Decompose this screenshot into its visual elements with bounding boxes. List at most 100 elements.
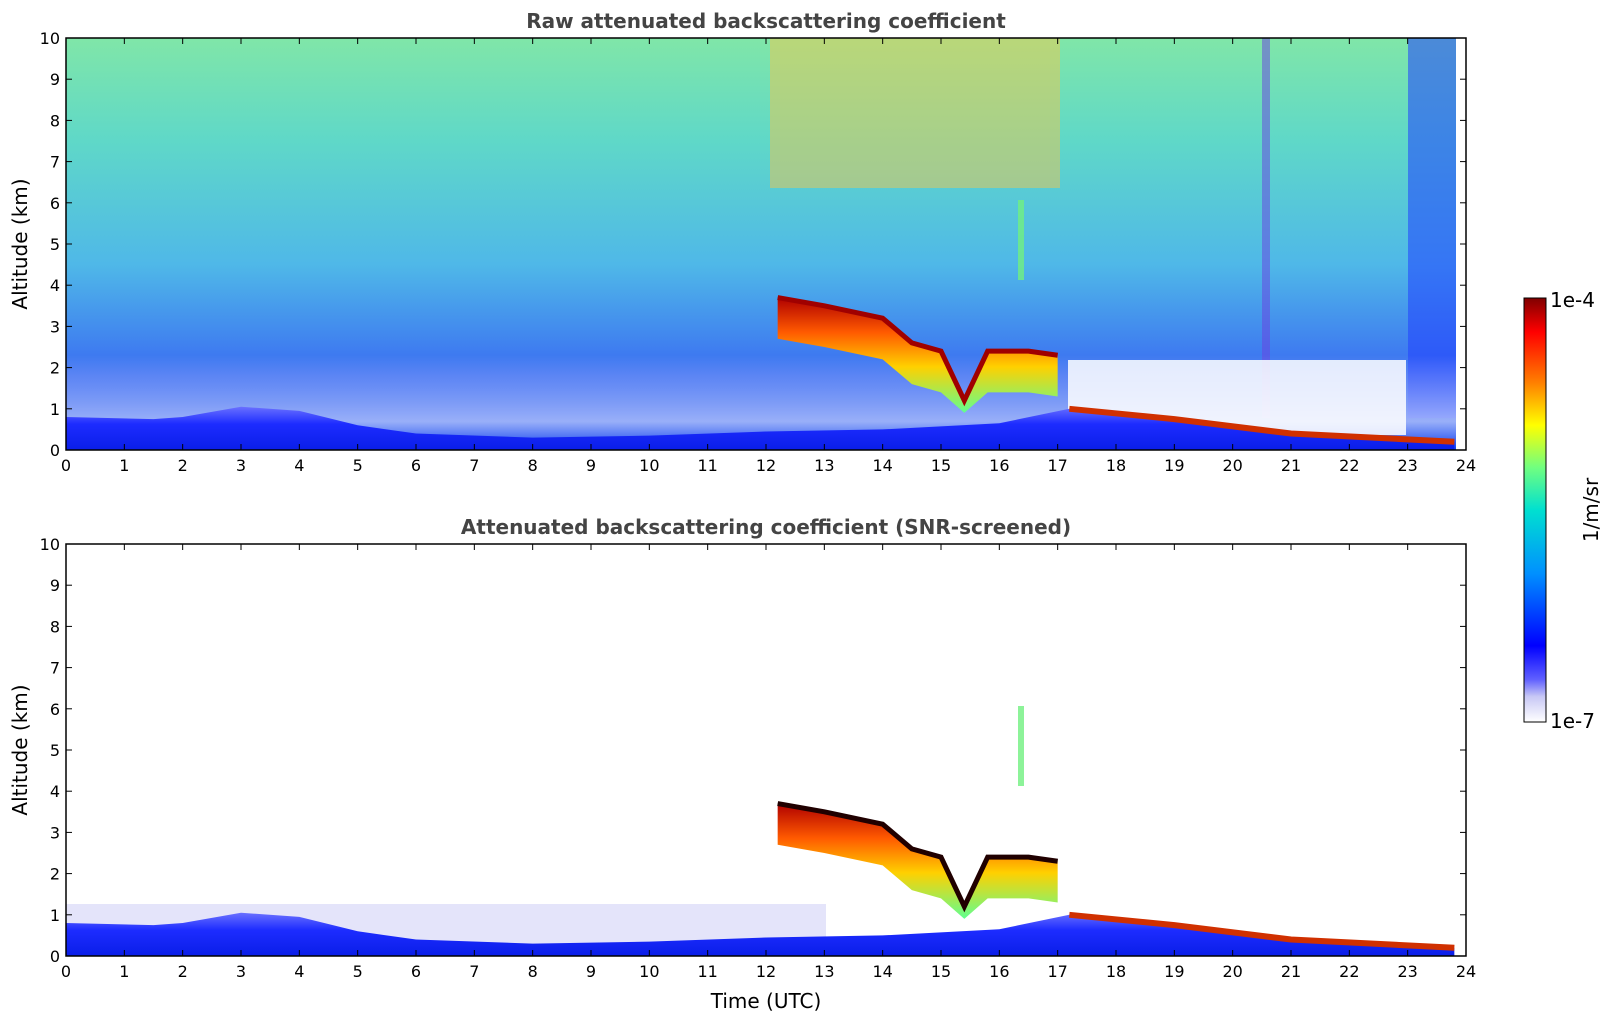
x-tick-label: 15 xyxy=(931,456,951,475)
panel1-cloud-top xyxy=(777,295,1059,407)
panel1-boundary-layer xyxy=(66,406,1455,450)
x-tick-label: 6 xyxy=(411,456,421,475)
y-tick-label: 0 xyxy=(50,441,60,460)
x-tick-label: 8 xyxy=(528,456,538,475)
x-tick-label: 8 xyxy=(528,962,538,981)
x-tick-label: 14 xyxy=(872,456,892,475)
y-tick-label: 6 xyxy=(50,700,60,719)
x-tick-label: 14 xyxy=(872,962,892,981)
panel1-cirrus xyxy=(1018,200,1024,280)
panel1-plot-area xyxy=(66,38,1466,450)
colorbar-min-label: 1e-7 xyxy=(1550,709,1595,733)
colorbar-max-label: 1e-4 xyxy=(1550,288,1595,312)
y-tick-label: 1 xyxy=(50,400,60,419)
x-tick-label: 6 xyxy=(411,962,421,981)
y-tick-label: 8 xyxy=(50,111,60,130)
x-tick-label: 5 xyxy=(353,962,363,981)
panel1-y-axis-label: Altitude (km) xyxy=(8,178,32,309)
raw-backscatter-panel: Raw attenuated backscattering coefficien… xyxy=(8,9,1476,475)
y-tick-label: 2 xyxy=(50,865,60,884)
panel2-background xyxy=(66,544,1466,956)
x-tick-label: 24 xyxy=(1456,962,1476,981)
x-tick-label: 21 xyxy=(1281,962,1301,981)
x-tick-label: 2 xyxy=(178,962,188,981)
y-tick-label: 8 xyxy=(50,617,60,636)
panel1-x-ticks: 0 1 2 3 4 5 6 7 8 9 10 11 12 13 14 15 16 17 18 19 20 21 22 23 24 xyxy=(61,38,1476,475)
x-tick-label: 13 xyxy=(814,456,834,475)
panel2-boundary-layer xyxy=(66,912,1455,956)
x-tick-label: 1 xyxy=(119,456,129,475)
panel2-cloud-band xyxy=(777,803,1058,919)
y-tick-label: 4 xyxy=(50,276,60,295)
y-tick-label: 10 xyxy=(40,535,60,554)
x-tick-label: 10 xyxy=(639,456,659,475)
y-tick-label: 3 xyxy=(50,317,60,336)
panel2-y-axis-label: Altitude (km) xyxy=(8,684,32,815)
panel2-plot-area xyxy=(66,544,1466,956)
colorbar-unit-label: 1/m/sr xyxy=(1579,477,1603,542)
x-tick-label: 21 xyxy=(1281,456,1301,475)
x-tick-label: 23 xyxy=(1397,962,1417,981)
x-tick-label: 10 xyxy=(639,962,659,981)
x-tick-label: 16 xyxy=(989,962,1009,981)
x-tick-label: 15 xyxy=(931,962,951,981)
x-tick-label: 23 xyxy=(1397,456,1417,475)
x-tick-label: 20 xyxy=(1222,456,1242,475)
y-tick-label: 7 xyxy=(50,153,60,172)
x-tick-label: 5 xyxy=(353,456,363,475)
y-tick-label: 3 xyxy=(50,823,60,842)
panel2-cirrus xyxy=(1018,706,1024,786)
x-tick-label: 17 xyxy=(1047,456,1067,475)
y-tick-label: 9 xyxy=(50,576,60,595)
panel1-title: Raw attenuated backscattering coefficien… xyxy=(526,9,1006,33)
x-tick-label: 11 xyxy=(697,962,717,981)
x-tick-label: 16 xyxy=(989,456,1009,475)
y-tick-label: 1 xyxy=(50,906,60,925)
panel1-y-ticks: 0 1 2 3 4 5 6 7 8 9 10 xyxy=(40,29,1466,460)
x-tick-label: 7 xyxy=(469,456,479,475)
x-tick-label: 19 xyxy=(1164,456,1184,475)
x-tick-label: 3 xyxy=(236,456,246,475)
panel2-y-ticks: 0 1 2 3 4 5 6 7 8 9 10 xyxy=(40,535,1466,966)
x-tick-label: 9 xyxy=(586,962,596,981)
panel1-noise-stripe xyxy=(1262,38,1270,418)
y-tick-label: 6 xyxy=(50,194,60,213)
x-tick-label: 18 xyxy=(1106,456,1126,475)
x-tick-label: 24 xyxy=(1456,456,1476,475)
x-tick-label: 12 xyxy=(756,962,776,981)
x-tick-label: 0 xyxy=(61,456,71,475)
x-tick-label: 13 xyxy=(814,962,834,981)
panel2-title: Attenuated backscattering coefficient (S… xyxy=(461,515,1071,539)
x-tick-label: 1 xyxy=(119,962,129,981)
snr-screened-panel: Attenuated backscattering coefficient (S… xyxy=(8,515,1476,1013)
panel2-surface-layer xyxy=(1069,911,1455,951)
x-tick-label: 9 xyxy=(586,456,596,475)
y-tick-label: 5 xyxy=(50,235,60,254)
x-axis-label: Time (UTC) xyxy=(710,989,822,1013)
y-tick-label: 2 xyxy=(50,359,60,378)
x-tick-label: 19 xyxy=(1164,962,1184,981)
x-tick-label: 3 xyxy=(236,962,246,981)
panel1-noise-end-region xyxy=(1408,38,1456,418)
colorbar-gradient xyxy=(1523,297,1547,723)
y-tick-label: 10 xyxy=(40,29,60,48)
x-tick-label: 22 xyxy=(1339,962,1359,981)
y-tick-label: 0 xyxy=(50,947,60,966)
y-tick-label: 7 xyxy=(50,659,60,678)
x-tick-label: 22 xyxy=(1339,456,1359,475)
x-tick-label: 4 xyxy=(294,456,304,475)
x-tick-label: 18 xyxy=(1106,962,1126,981)
x-tick-label: 20 xyxy=(1222,962,1242,981)
y-tick-label: 9 xyxy=(50,70,60,89)
panel1-cloud-band xyxy=(777,297,1058,413)
x-tick-label: 11 xyxy=(697,456,717,475)
x-tick-label: 4 xyxy=(294,962,304,981)
panel1-warm-noise-patch xyxy=(770,38,1060,188)
x-tick-label: 0 xyxy=(61,962,71,981)
panel1-surface-layer xyxy=(1069,405,1455,445)
panel2-x-ticks: 0 1 2 3 4 5 6 7 8 9 10 11 12 13 14 15 16 17 18 19 20 21 22 23 24 xyxy=(61,544,1476,981)
x-tick-label: 12 xyxy=(756,456,776,475)
x-tick-label: 17 xyxy=(1047,962,1067,981)
colorbar: 1e-4 1e-7 1/m/sr xyxy=(1523,288,1603,733)
